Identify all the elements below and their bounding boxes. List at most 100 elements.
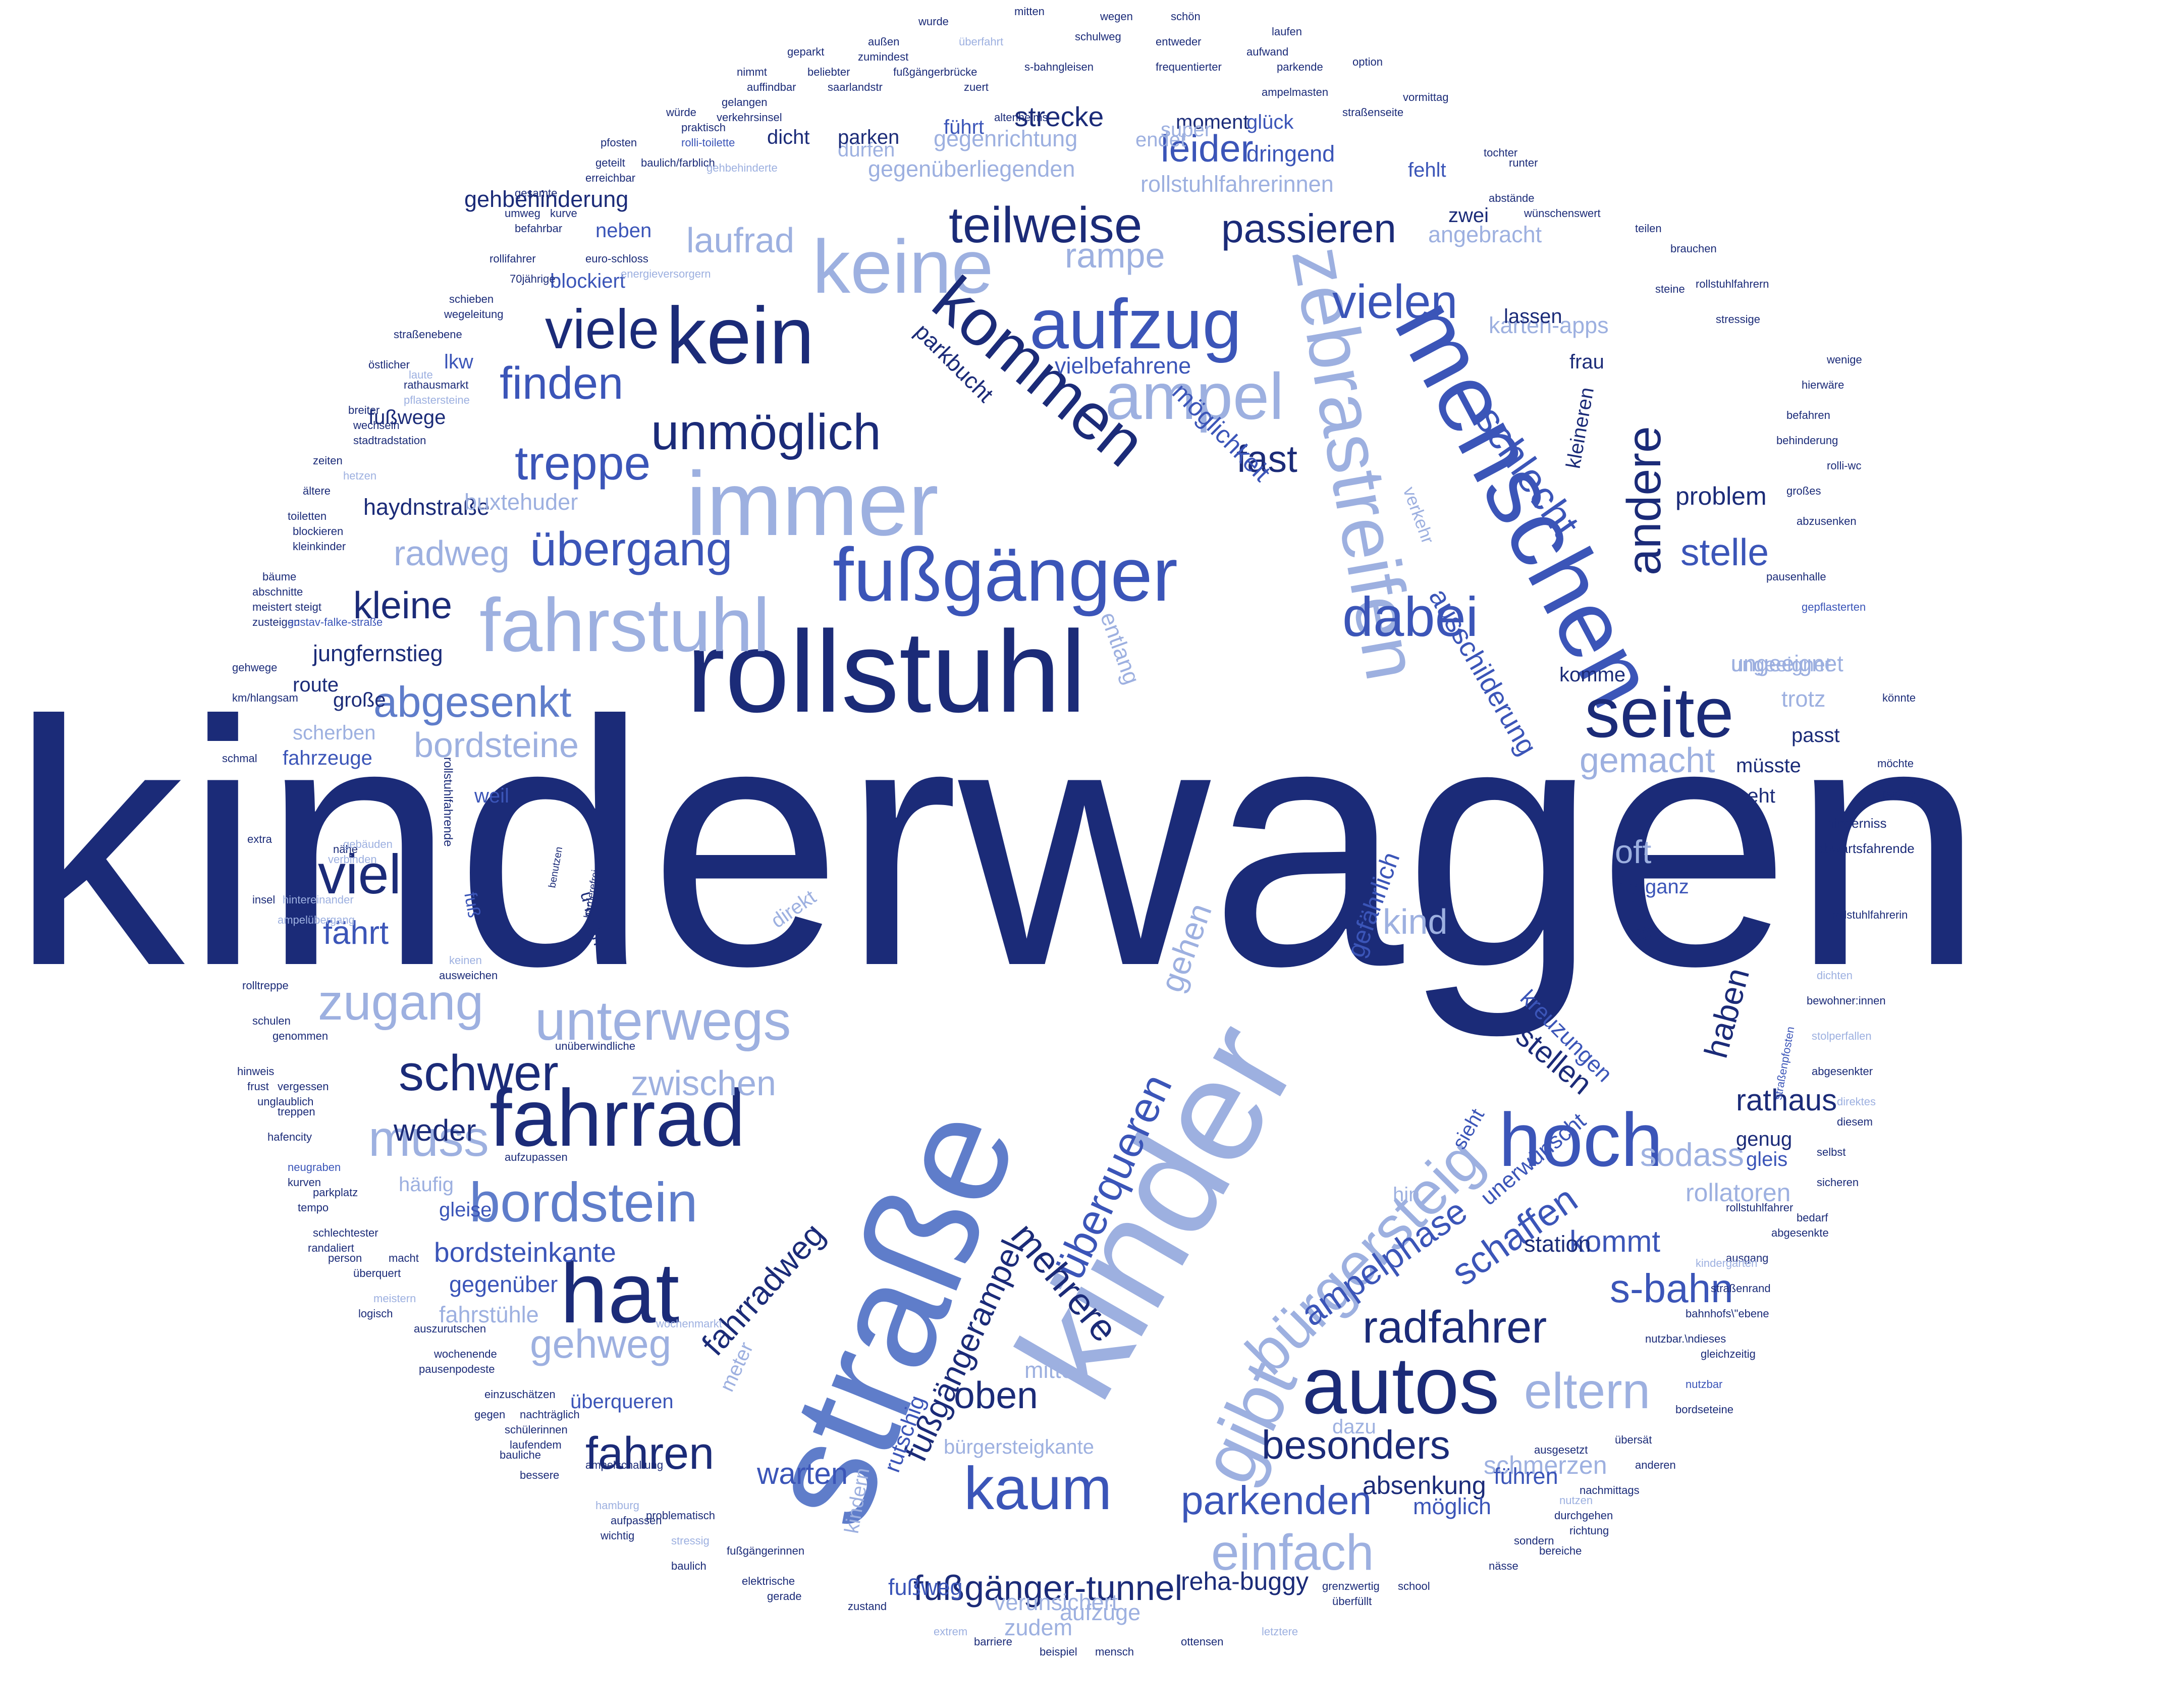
cloud-word-tempo: tempo (298, 1201, 329, 1214)
cloud-word-gegenüber: gegenüber (449, 1271, 558, 1297)
cloud-word-rampe: rampe (1065, 236, 1165, 275)
cloud-word-finden: finden (500, 358, 623, 409)
cloud-word-dazu: dazu (1332, 1416, 1376, 1438)
cloud-word-bordsteinkante: bordsteinkante (434, 1237, 616, 1268)
cloud-word-pausenhalle: pausenhalle (1766, 570, 1826, 583)
cloud-word-neugraben: neugraben (288, 1161, 341, 1173)
cloud-word-andere: andere (1617, 426, 1671, 575)
cloud-word-gleise: gleise (439, 1199, 492, 1221)
cloud-word-auszurutschen: auszurutschen (414, 1322, 486, 1335)
cloud-word-ampelübergang: ampelübergang (278, 914, 355, 926)
cloud-word-gepflasterten: gepflasterten (1802, 601, 1866, 613)
cloud-word-fußgänger: fußgänger (833, 532, 1178, 617)
cloud-word-energieversorgern: energieversorgern (621, 268, 711, 280)
cloud-word-gustav-falke-straße: gustav-falke-straße (288, 616, 383, 628)
cloud-word-wochenende: wochenende (433, 1348, 497, 1360)
cloud-word-fahrstühle: fahrstühle (439, 1302, 539, 1327)
cloud-word-frust: frust (247, 1080, 269, 1093)
cloud-word-karten-apps: karten-apps (1489, 312, 1609, 338)
cloud-word-kein: kein (666, 290, 814, 381)
cloud-word-kinderwagen: kinderwagen (10, 649, 1985, 1040)
cloud-word-müsste: müsste (1736, 755, 1801, 777)
cloud-word-rollstuhlfahrer: rollstuhlfahrer (1726, 1201, 1793, 1214)
cloud-word-randaliert: randaliert (308, 1242, 354, 1254)
cloud-word-abgesenkter: abgesenkter (1812, 1065, 1873, 1078)
cloud-word-bauliche: bauliche (500, 1449, 541, 1461)
cloud-word-gleis: gleis (1746, 1148, 1787, 1170)
cloud-word-fährt: fährt (323, 914, 389, 951)
cloud-word-hinweis: hinweis (237, 1065, 274, 1078)
cloud-word-muss: muss (368, 1110, 489, 1167)
cloud-word-haydnstraße: haydnstraße (363, 494, 490, 520)
cloud-word-route: route (293, 674, 339, 696)
cloud-word-hin: hin (1393, 1184, 1420, 1206)
cloud-word-häufig: häufig (399, 1173, 454, 1196)
cloud-word-aufzug: aufzug (1029, 284, 1241, 363)
cloud-word-kleinkinder: kleinkinder (293, 540, 346, 553)
cloud-word-bordsteine: bordsteine (414, 725, 579, 765)
cloud-word-einfach: einfach (1211, 1524, 1374, 1581)
cloud-word-rollstuhlfahrerin: rollstuhlfahrerin (1832, 909, 1908, 921)
cloud-word-würde: würde (666, 106, 696, 119)
cloud-word-fahren: fahren (585, 1428, 714, 1479)
cloud-word-wichtig: wichtig (600, 1529, 634, 1542)
cloud-word-fuß: fuß (460, 891, 484, 920)
cloud-word-parkplatz: parkplatz (313, 1186, 358, 1199)
cloud-word-geparkt: geparkt (787, 45, 824, 58)
cloud-word-rollstuhlfahrende: rollstuhlfahrende (441, 757, 455, 846)
cloud-word-östlicher: östlicher (368, 358, 410, 371)
cloud-word-wegeleitung: wegeleitung (444, 308, 503, 321)
cloud-word-geteilt: geteilt (595, 156, 625, 169)
cloud-word-strecke: strecke (1014, 101, 1104, 132)
cloud-word-bahnhofs-ebene: bahnhofs\"ebene (1686, 1307, 1769, 1320)
cloud-word-zumindest: zumindest (858, 50, 908, 63)
cloud-word-wochenmarkt: wochenmarkt (656, 1317, 722, 1330)
cloud-word-gesamte: gesamte (515, 187, 557, 199)
cloud-word-parkenden: parkenden (1181, 1478, 1372, 1523)
cloud-word-sieht: sieht (1448, 1105, 1489, 1153)
cloud-word-leider: leider (1161, 127, 1253, 170)
cloud-word-km-hlangsam: km/hlangsam (232, 691, 298, 704)
cloud-word-nässe: nässe (1489, 1560, 1518, 1572)
cloud-word-pausenpodeste: pausenpodeste (419, 1363, 495, 1375)
cloud-word-mitte: mitte (1024, 1357, 1074, 1383)
cloud-word-richtung: richtung (1569, 1524, 1609, 1537)
cloud-word-meistern: meistern (373, 1292, 416, 1305)
cloud-word-viele: viele (545, 298, 659, 360)
cloud-word-kindergärten: kindergärten (1696, 1257, 1757, 1269)
cloud-word-fahrrad: fahrrad (490, 1073, 745, 1163)
cloud-word-baulich-farblich: baulich/farblich (641, 156, 715, 169)
cloud-word-schulweg: schulweg (1075, 30, 1121, 43)
cloud-word-beispiel: beispiel (1040, 1645, 1077, 1658)
cloud-word-hetzen: hetzen (343, 469, 376, 482)
cloud-word-umweg: umweg (505, 207, 540, 220)
cloud-word-reha-buggy: reha-buggy (1181, 1567, 1309, 1595)
cloud-word-sodass: sodass (1640, 1136, 1744, 1173)
cloud-word-beliebter: beliebter (807, 66, 850, 78)
cloud-word-barriere: barriere (974, 1635, 1012, 1648)
cloud-word-vielbefahrene: vielbefahrene (1055, 353, 1191, 379)
cloud-word-abstände: abstände (1489, 192, 1535, 204)
cloud-word-oben: oben (954, 1374, 1038, 1416)
cloud-word-tochter: tochter (1484, 146, 1517, 159)
cloud-word-nutzbar-ndieses: nutzbar.\ndieses (1645, 1332, 1726, 1345)
cloud-word-zugang: zugang (318, 974, 483, 1031)
cloud-word-steine: steine (1655, 283, 1685, 295)
cloud-word-pfosten: pfosten (601, 136, 637, 149)
cloud-word-viel: viel (318, 843, 401, 905)
cloud-word-rollstuhlfahrern: rollstuhlfahrern (1696, 278, 1769, 290)
cloud-word-rolli-wc: rolli-wc (1827, 459, 1861, 472)
cloud-word-hat: hat (560, 1245, 679, 1341)
cloud-word-fast: fast (1236, 438, 1297, 480)
cloud-word-oft: oft (1615, 833, 1651, 870)
cloud-word-gegenüberliegenden: gegenüberliegenden (868, 156, 1075, 182)
cloud-word-endet: endet (1135, 129, 1186, 151)
cloud-word-ungeeignet: ungeeignet (1731, 651, 1843, 676)
cloud-word-warten: warten (756, 1457, 848, 1490)
cloud-word-buxtehuder: buxtehuder (464, 489, 578, 515)
cloud-word-laufrad: laufrad (686, 221, 794, 260)
cloud-word-nutzbar: nutzbar (1686, 1378, 1722, 1391)
cloud-word-direktes: direktes (1837, 1095, 1876, 1108)
cloud-word-gebäuden: gebäuden (343, 838, 393, 850)
cloud-word-lassen: lassen (1504, 305, 1562, 328)
